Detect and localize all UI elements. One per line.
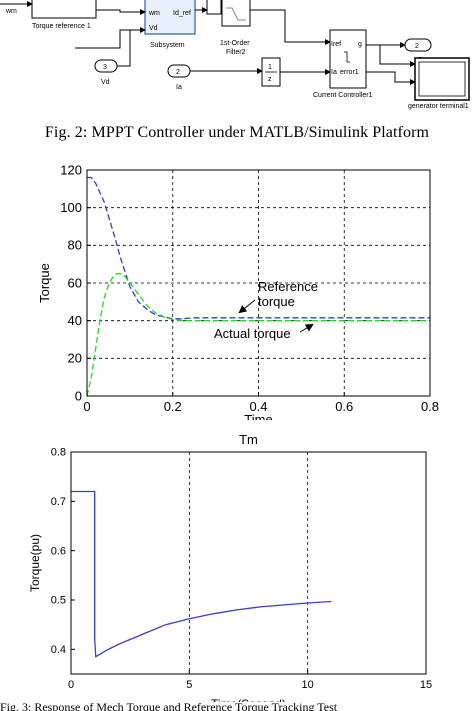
x-axis-label: Time xyxy=(244,412,272,420)
cc-input-iref: Iref xyxy=(331,41,341,48)
chart-title: Tm xyxy=(239,432,258,447)
current-controller-block[interactable] xyxy=(329,29,367,89)
filter-label-line2: Filter2 xyxy=(226,49,246,56)
cc-output-g: g xyxy=(358,41,362,48)
subsystem-input-wm: wm xyxy=(148,10,160,17)
x-tick-label: 5 xyxy=(186,679,192,691)
filter-block[interactable] xyxy=(221,0,251,27)
wm-signal-label: wm xyxy=(5,8,17,15)
y-tick-label: 0.6 xyxy=(51,545,66,557)
y-axis-label: Torque xyxy=(37,263,52,303)
figure-caption: Fig. 2: MPPT Controller under MATLB/Simu… xyxy=(44,124,430,141)
series-line-1 xyxy=(87,176,430,320)
saturation-block[interactable] xyxy=(206,0,222,15)
cc-output-error: error1 xyxy=(340,69,359,76)
x-tick-label: 0.4 xyxy=(249,399,267,414)
cc-input-ia: Ia xyxy=(331,69,337,76)
y-tick-label: 0.5 xyxy=(51,595,66,607)
y-tick-label: 20 xyxy=(68,351,82,366)
x-tick-label: 0.2 xyxy=(164,399,182,414)
x-tick-label: 0.6 xyxy=(335,399,353,414)
vd-port-label: Vd xyxy=(101,79,110,86)
output-port[interactable] xyxy=(404,38,432,52)
x-tick-label: 0.8 xyxy=(421,399,439,414)
output-port-number: 2 xyxy=(415,43,419,50)
series-line-2 xyxy=(86,272,430,397)
series-line-1 xyxy=(71,490,332,658)
mechanical-torque-chart: Tm 0 5 10 15 0.4 0.5 0.6 0.7 0.8 Time(Second) To… xyxy=(28,432,432,702)
chart-series xyxy=(71,490,332,658)
x-axis-label: Time(Second) xyxy=(211,697,286,702)
y-tick-label: 0 xyxy=(75,388,82,403)
annotation-reference-line2: torque xyxy=(258,294,295,309)
x-tick-label: 10 xyxy=(302,679,314,691)
unit-delay-denominator: z xyxy=(268,76,272,83)
x-tick-label: 0 xyxy=(68,679,74,691)
next-figure-caption-fragment: Fig. 3: Response of Mech Torque and Refe… xyxy=(0,703,338,711)
subsystem-block[interactable] xyxy=(144,0,196,35)
y-tick-label: 100 xyxy=(60,200,82,215)
y-tick-label: 40 xyxy=(68,313,82,328)
y-tick-label: 60 xyxy=(68,275,82,290)
generator-terminal-label: generator terminal1 xyxy=(408,103,469,110)
filter-label-line1: 1st-Order xyxy=(220,40,250,47)
subsystem-label: Subsystem xyxy=(150,42,185,49)
y-tick-label: 0.8 xyxy=(51,447,66,459)
current-controller-label: Current Controller1 xyxy=(313,92,373,99)
chart-grid xyxy=(70,451,427,674)
actual-arrow xyxy=(299,323,314,333)
chart-tick-labels: 0 5 10 15 0.4 0.5 0.6 0.7 0.8 xyxy=(51,447,432,691)
chart-frame xyxy=(86,169,431,397)
chart-frame xyxy=(70,451,427,675)
y-tick-label: 0.4 xyxy=(51,644,66,656)
ia-port-number: 2 xyxy=(176,69,180,76)
simulink-diagram: wm Torque reference 1 wm Vd Id_ref Subsy… xyxy=(0,0,470,110)
annotation-actual: Actual torque xyxy=(214,326,291,341)
subsystem-output-idref: Id_ref xyxy=(173,10,191,17)
unit-delay-numerator: 1 xyxy=(268,64,272,71)
y-tick-label: 80 xyxy=(68,238,82,253)
y-axis-label: Torque(pu) xyxy=(28,534,42,592)
torque-reference-block[interactable] xyxy=(31,0,97,19)
torque-reference-label: Torque reference 1 xyxy=(32,23,91,30)
chart-tick-labels: 0 0.2 0.4 0.6 0.8 0 20 40 60 80 100 120 xyxy=(60,162,439,414)
torque-tracking-chart: 0 0.2 0.4 0.6 0.8 0 20 40 60 80 100 120 Time Torque… xyxy=(37,162,439,420)
annotation-reference-line1: Reference xyxy=(258,279,318,294)
reference-arrow xyxy=(238,299,256,314)
x-tick-label: 15 xyxy=(420,679,432,691)
x-tick-label: 0 xyxy=(83,399,90,414)
y-tick-label: 0.7 xyxy=(51,496,66,508)
chart-series xyxy=(86,176,430,397)
ia-port-label: Ia xyxy=(176,84,182,91)
vd-port-number: 3 xyxy=(103,64,107,71)
y-tick-label: 120 xyxy=(60,162,82,177)
subsystem-input-vd: Vd xyxy=(149,25,158,32)
